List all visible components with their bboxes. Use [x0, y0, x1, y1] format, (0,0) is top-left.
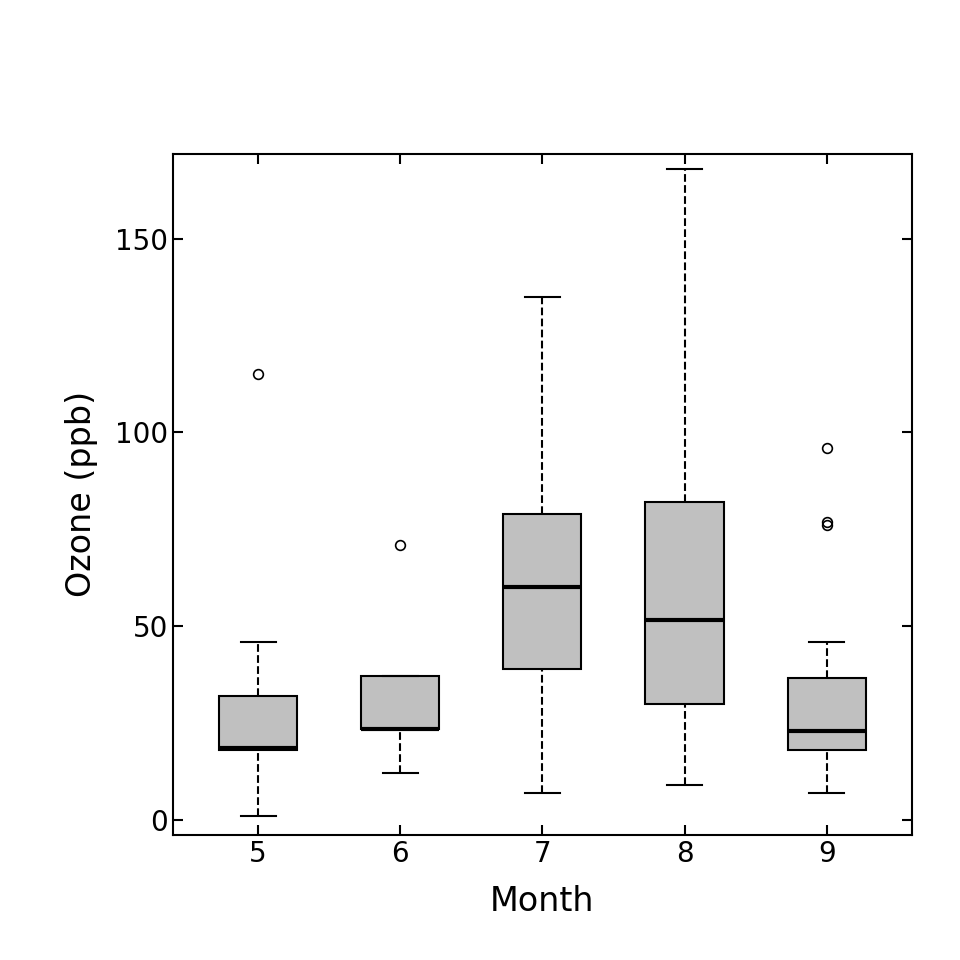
- Bar: [645, 502, 724, 704]
- Y-axis label: Ozone (ppb): Ozone (ppb): [65, 392, 98, 597]
- X-axis label: Month: Month: [491, 885, 594, 918]
- Bar: [361, 677, 440, 729]
- Bar: [787, 679, 866, 750]
- Bar: [503, 514, 582, 669]
- Bar: [219, 696, 298, 750]
